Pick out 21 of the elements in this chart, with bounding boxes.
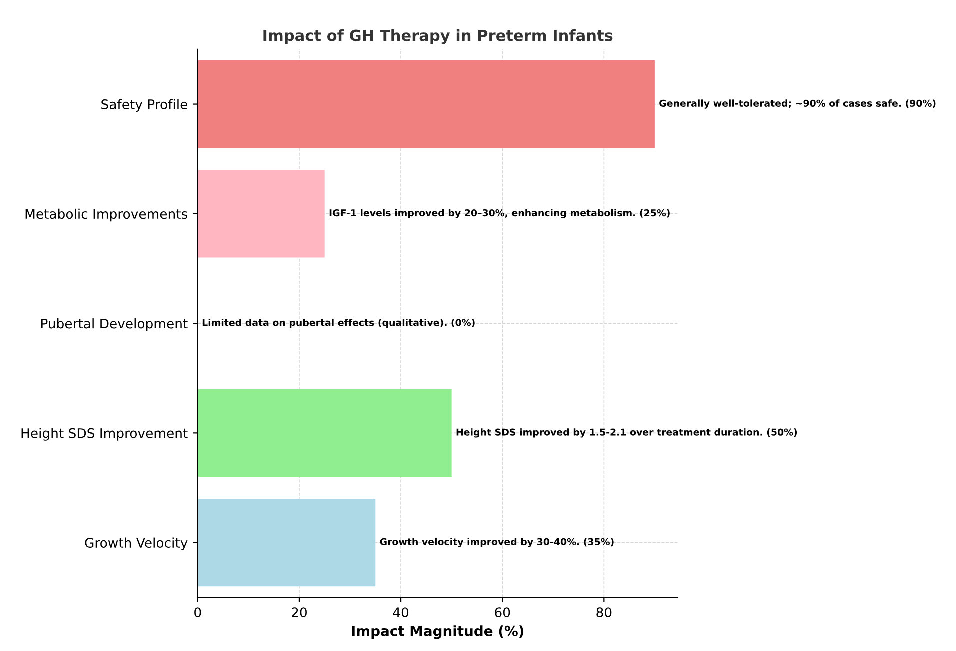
x-tick-label: 60 — [495, 608, 510, 618]
y-tick-label: Height SDS Improvement — [22, 428, 188, 441]
y-tick-label: Metabolic Improvements — [26, 208, 188, 222]
x-tick-label: 80 — [596, 608, 612, 618]
bar — [198, 498, 376, 587]
bar — [198, 60, 655, 148]
y-tick-label: Pubertal Development — [42, 318, 188, 332]
y-tick-label: Growth Velocity — [85, 538, 188, 551]
data-label: Growth velocity improved by 30-40%. (35%) — [380, 538, 614, 548]
chart-title: Impact of GH Therapy in Preterm Infants — [264, 30, 613, 44]
x-tick-label: 20 — [292, 608, 307, 618]
bar — [198, 389, 452, 478]
y-tick-label: Safety Profile — [102, 99, 188, 112]
data-label: IGF-1 levels improved by 20–30%, enhancing metabolism. (25%) — [330, 209, 670, 219]
x-tick-label: 0 — [194, 608, 202, 618]
data-label: Limited data on pubertal effects (qualitative). (0%) — [202, 318, 475, 328]
data-label: Generally well-tolerated; ~90% of cases safe. (90%) — [660, 100, 936, 109]
x-axis-title: Impact Magnitude (%) — [352, 626, 524, 640]
data-label: Height SDS improved by 1.5-2.1 over treatment duration. (50%) — [456, 428, 798, 438]
bar — [198, 170, 325, 258]
x-tick-label: 40 — [393, 608, 409, 618]
